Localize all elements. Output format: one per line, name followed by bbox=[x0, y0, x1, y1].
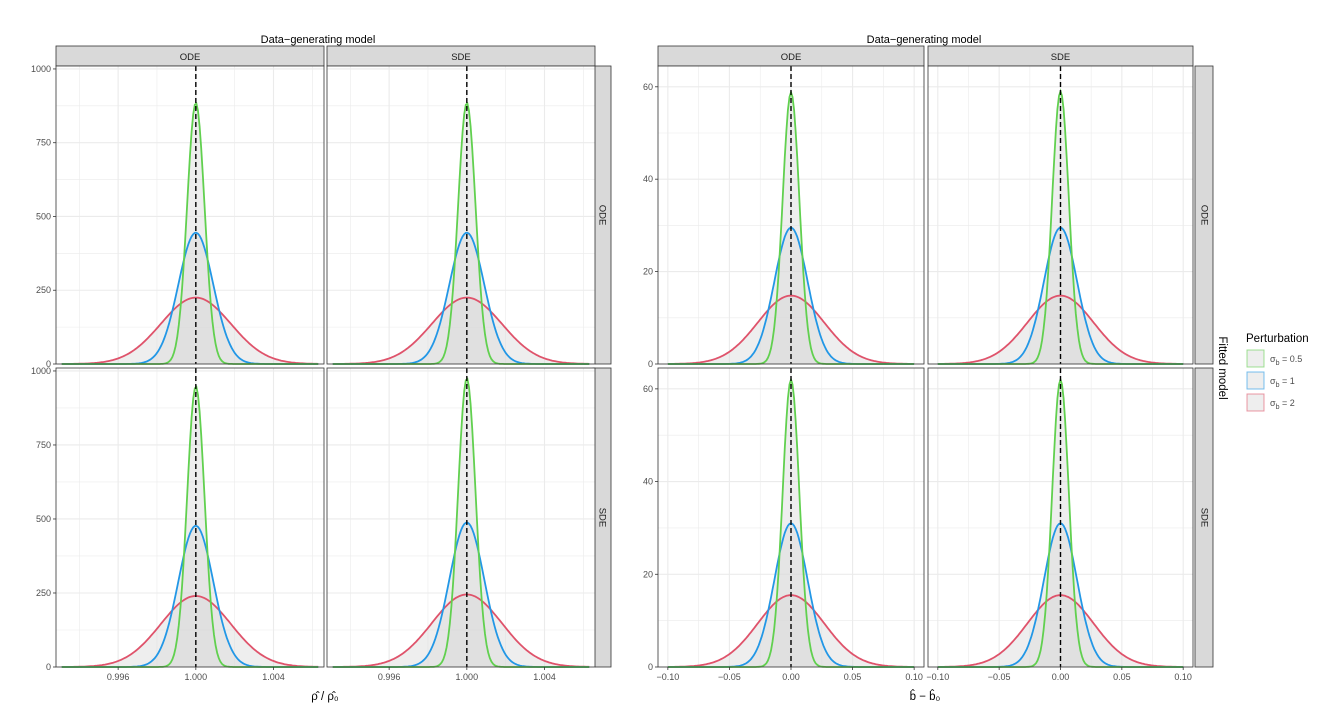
y-tick-label: 20 bbox=[643, 267, 653, 277]
y-tick-label: 60 bbox=[643, 82, 653, 92]
x-tick-label: 0.10 bbox=[1174, 672, 1192, 682]
y-tick-label: 1000 bbox=[31, 64, 51, 74]
row-strip bbox=[1194, 65, 1214, 365]
y-tick-label: 500 bbox=[36, 514, 51, 524]
density-fill bbox=[61, 387, 319, 667]
density-fill bbox=[937, 295, 1184, 364]
y-tick-label: 500 bbox=[36, 211, 51, 221]
y-tick-label: 60 bbox=[643, 384, 653, 394]
row-strip-label: ODE bbox=[596, 205, 607, 226]
density-line-2 bbox=[332, 593, 590, 668]
density-fill bbox=[667, 295, 915, 364]
y-tick-label: 0 bbox=[648, 359, 653, 369]
x-axis-label: b̂ − b̂₀ bbox=[910, 689, 941, 703]
legend-key bbox=[1246, 349, 1265, 368]
density-fill bbox=[332, 379, 590, 667]
density-fill bbox=[332, 103, 590, 364]
x-tick-label: 0.996 bbox=[378, 672, 401, 682]
density-line-2 bbox=[61, 595, 319, 668]
x-tick-label: 1.000 bbox=[456, 672, 479, 682]
legend-label: σb = 1 bbox=[1270, 376, 1295, 389]
x-tick-label: 0.05 bbox=[1113, 672, 1131, 682]
panel-border bbox=[55, 65, 325, 365]
density-line-2 bbox=[332, 296, 590, 365]
row-strip-title: Fitted model bbox=[1216, 336, 1228, 399]
density-line-2 bbox=[667, 294, 915, 365]
density-fill bbox=[61, 103, 319, 364]
density-line-2 bbox=[937, 294, 1184, 365]
density-fill bbox=[667, 595, 915, 667]
x-tick-label: −0.10 bbox=[656, 672, 679, 682]
panel-background bbox=[56, 66, 324, 364]
density-fill bbox=[937, 595, 1184, 667]
x-tick-label: −0.10 bbox=[926, 672, 949, 682]
row-strip-label: SDE bbox=[1198, 508, 1209, 528]
facet-title: Data−generating model bbox=[261, 34, 376, 46]
panel-border bbox=[55, 367, 325, 668]
col-strip-label: SDE bbox=[451, 52, 471, 63]
legend-label: σb = 0.5 bbox=[1270, 354, 1302, 367]
x-tick-label: 0.996 bbox=[107, 672, 130, 682]
panel-border bbox=[657, 65, 925, 365]
x-tick-label: −0.05 bbox=[718, 672, 741, 682]
x-tick-label: 0.00 bbox=[782, 672, 800, 682]
facet-title: Data−generating model bbox=[867, 34, 982, 46]
row-strip bbox=[1194, 367, 1214, 668]
panel-background bbox=[327, 66, 595, 364]
legend-label: σb = 2 bbox=[1270, 398, 1295, 411]
col-strip-label: ODE bbox=[180, 52, 201, 63]
density-fill bbox=[332, 594, 590, 667]
x-tick-label: 1.004 bbox=[262, 672, 285, 682]
col-strip-label: ODE bbox=[781, 52, 802, 63]
legend-title: Perturbation bbox=[1246, 333, 1309, 345]
y-tick-label: 20 bbox=[643, 569, 653, 579]
x-tick-label: 0.05 bbox=[844, 672, 862, 682]
panel-border bbox=[326, 367, 596, 668]
y-tick-label: 750 bbox=[36, 138, 51, 148]
legend-key bbox=[1246, 371, 1265, 390]
col-strip-label: SDE bbox=[1051, 52, 1071, 63]
panel-border bbox=[326, 65, 596, 365]
density-line-2 bbox=[61, 296, 319, 365]
x-tick-label: 0.00 bbox=[1052, 672, 1070, 682]
y-tick-label: 250 bbox=[36, 588, 51, 598]
panel-background bbox=[56, 368, 324, 667]
legend-key bbox=[1246, 393, 1265, 412]
density-fill bbox=[61, 596, 319, 667]
x-tick-label: 1.000 bbox=[185, 672, 208, 682]
x-tick-label: 0.10 bbox=[905, 672, 923, 682]
y-tick-label: 0 bbox=[648, 662, 653, 672]
y-tick-label: 40 bbox=[643, 174, 653, 184]
row-strip-label: SDE bbox=[596, 508, 607, 528]
y-tick-label: 250 bbox=[36, 285, 51, 295]
row-strip-label: ODE bbox=[1198, 205, 1209, 226]
y-tick-label: 1000 bbox=[31, 366, 51, 376]
y-tick-label: 0 bbox=[46, 662, 51, 672]
x-tick-label: −0.05 bbox=[988, 672, 1011, 682]
panel-border bbox=[927, 65, 1194, 365]
x-axis-label: ρ̂ / ρ̂₀ bbox=[311, 691, 339, 703]
y-tick-label: 750 bbox=[36, 440, 51, 450]
density-fill bbox=[61, 297, 319, 364]
panel-background bbox=[327, 368, 595, 667]
x-tick-label: 1.004 bbox=[533, 672, 556, 682]
y-tick-label: 0 bbox=[46, 359, 51, 369]
y-tick-label: 40 bbox=[643, 477, 653, 487]
